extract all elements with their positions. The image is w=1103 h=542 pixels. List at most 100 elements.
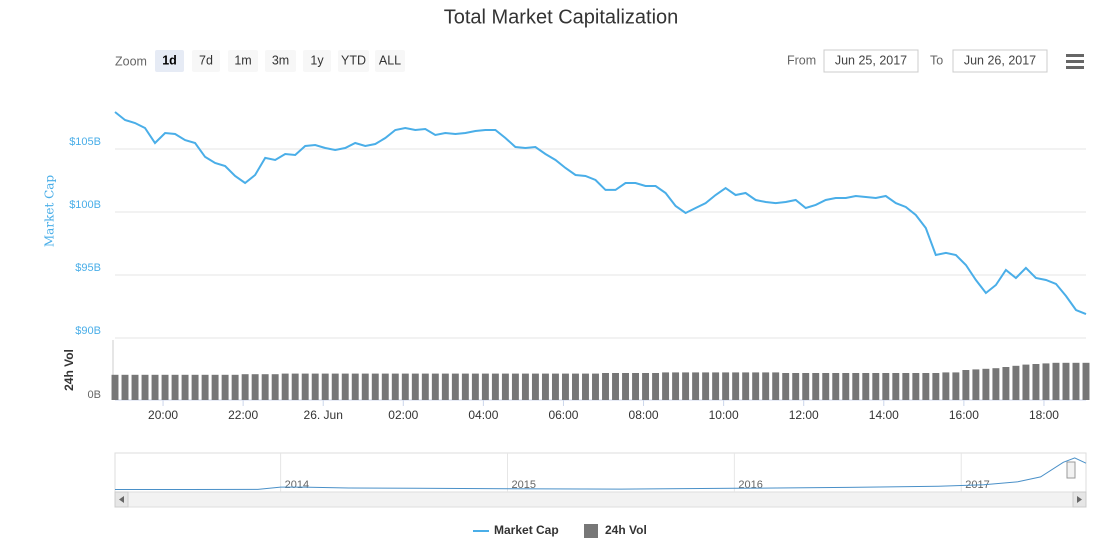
volume-bar [992,368,1000,400]
zoom-button-label[interactable]: 1d [162,53,177,67]
volume-bar [812,373,820,400]
volume-bar [1042,363,1050,400]
volume-bar [852,373,860,400]
x-tick-label: 18:00 [1029,408,1059,422]
volume-bar [732,372,740,400]
volume-bar [211,374,219,400]
volume-bar [752,372,760,400]
x-tick-label: 14:00 [869,408,899,422]
volume-bar [882,373,890,400]
x-tick-label: 20:00 [148,408,178,422]
volume-bar [311,373,319,400]
zoom-button[interactable] [155,50,184,72]
volume-bar [912,373,920,400]
volume-bar [521,373,529,400]
volume-bar [511,373,519,400]
legend-square-icon[interactable] [584,524,598,538]
volume-bar [191,374,199,400]
menu-bar[interactable] [1066,66,1084,69]
menu-button[interactable] [1066,54,1084,69]
volume-bar [551,373,559,400]
zoom-button-label[interactable]: YTD [341,53,366,67]
volume-bar [802,373,810,400]
zoom-button[interactable] [303,50,331,72]
volume-bar [471,373,479,400]
zoom-button[interactable] [192,50,220,72]
volume-bar [622,373,629,400]
legend-label[interactable]: Market Cap [494,523,559,537]
x-tick-label: 10:00 [709,408,739,422]
volume-bar [832,373,840,400]
volume-bar [782,373,790,400]
volume-bar [481,373,489,400]
volume-bar [161,374,169,400]
volume-bar [371,373,379,400]
volume-bar [561,373,569,400]
scrollbar-track[interactable] [114,491,1087,508]
from-input-box[interactable] [823,49,919,73]
navigator-line [115,457,1087,490]
x-tick-label: 08:00 [629,408,659,422]
to-input-box[interactable] [952,49,1048,73]
volume-bar [822,373,830,400]
scrollbar-right-arrow [1077,496,1082,503]
volume-bar [131,374,139,400]
volume-bar [842,373,850,400]
zoom-button-label[interactable]: ALL [379,53,401,67]
legend-label[interactable]: 24h Vol [605,523,647,537]
to-label: To [930,53,943,67]
volume-bar [201,374,209,400]
y-tick-label: $90B [75,325,101,337]
navigator-tick-label: 2016 [738,479,762,491]
x-tick-label: 26. Jun [304,408,343,422]
zoom-button[interactable] [265,50,296,72]
volume-bar [682,372,690,400]
volume-bar [181,374,189,400]
volume-bar [251,374,259,400]
volume-bar [111,374,119,400]
y-tick-label: $105B [69,136,101,148]
menu-bar[interactable] [1066,54,1084,57]
navigator-handle[interactable] [1066,461,1076,479]
zoom-button-label[interactable]: 3m [272,53,289,67]
navigator-tick-label: 2015 [511,479,535,491]
navigator-tick-label: 2014 [285,479,309,491]
volume-bar [401,373,409,400]
menu-bar[interactable] [1066,60,1084,63]
volume-bar [421,373,429,400]
volume-bar [351,373,359,400]
volume-bar [441,373,449,400]
volume-bar [722,372,730,400]
volume-bar [922,373,930,400]
zoom-button-label[interactable]: 7d [199,53,213,67]
y-tick-label: $95B [75,262,101,274]
to-date[interactable]: Jun 26, 2017 [964,53,1036,67]
volume-bar [321,373,329,400]
zoom-button[interactable] [375,50,405,72]
volume-bar [361,373,369,400]
volume-bar [271,374,279,400]
zoom-label: Zoom [115,54,147,68]
volume-bar [892,373,900,400]
from-input[interactable]: Jun 25, 2017 [823,49,919,73]
volume-bar [662,372,670,400]
volume-bar [331,373,339,400]
zoom-button-label[interactable]: 1m [234,53,251,67]
volume-bar [121,374,129,400]
volume-bar [1002,367,1010,400]
volume-bar [712,372,720,400]
x-tick-label: 06:00 [548,408,578,422]
zoom-button[interactable] [228,50,258,72]
y2-tick-label: 0B [88,389,101,401]
volume-bar [391,373,399,400]
y2-axis-title: 24h Vol [62,349,76,391]
zoom-button[interactable] [338,50,369,72]
volume-bar [612,373,619,400]
to-input[interactable]: Jun 26, 2017 [952,49,1048,73]
zoom-button-label[interactable]: 1y [310,53,324,67]
volume-bar [952,372,960,400]
volume-bar [431,373,439,400]
market-cap-line [114,111,1087,316]
from-date[interactable]: Jun 25, 2017 [835,53,907,67]
